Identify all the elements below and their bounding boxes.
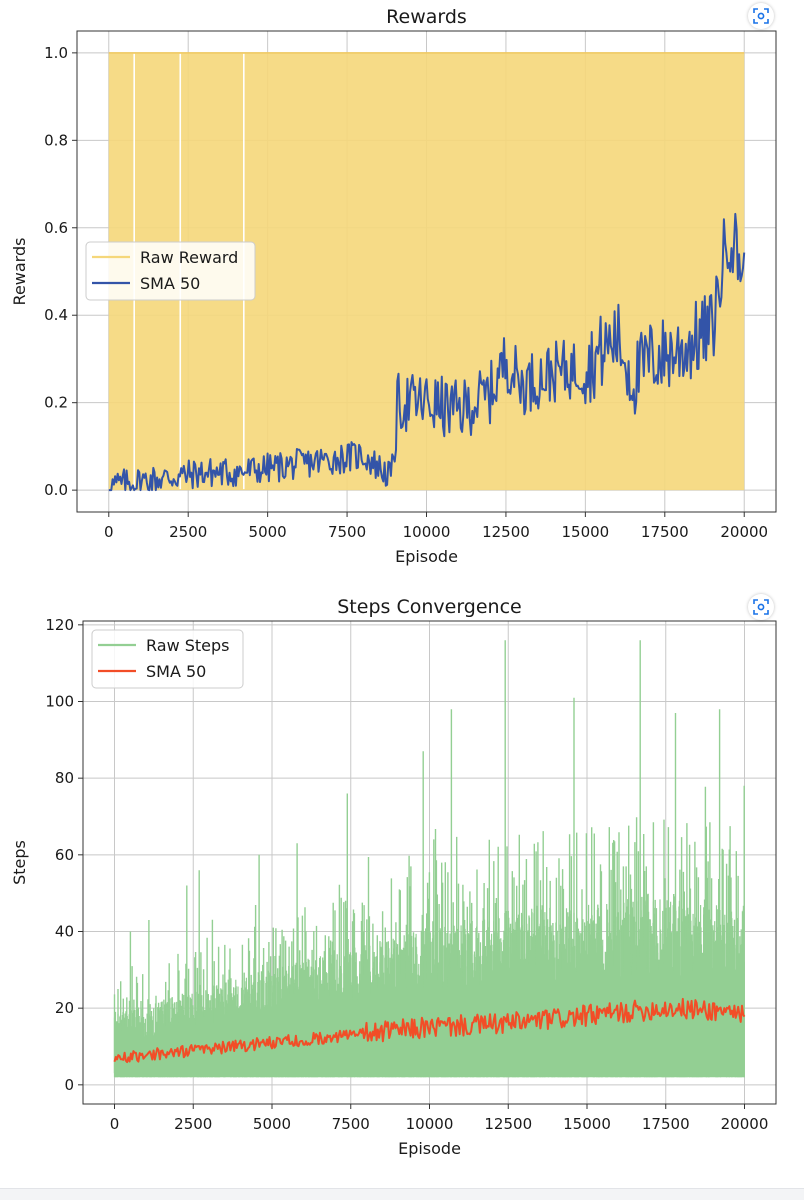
y-tick-label: 0.8 (44, 131, 68, 149)
rewards-chart: 0 2500 5000 7500 10000 12500 15000 17500 20000 0… (10, 6, 777, 566)
sma-50-line (113, 997, 746, 1064)
rewards-x-ticks: 0 2500 5000 7500 10000 12500 15000 17500 20000 (104, 512, 768, 541)
x-tick-label: 12500 (482, 523, 530, 541)
rewards-y-axis-label: Rewards (10, 238, 29, 306)
y-tick-label: 0 (64, 1076, 74, 1094)
bottom-toolbar (0, 1188, 804, 1200)
rewards-title: Rewards (386, 6, 467, 28)
x-tick-label: 2500 (174, 1115, 212, 1133)
y-tick-label: 1.0 (44, 44, 68, 62)
steps-series (113, 640, 746, 1078)
steps-y-ticks: 0 20 40 60 80 100 120 (45, 616, 83, 1094)
rewards-x-axis-label: Episode (395, 547, 458, 566)
x-tick-label: 12500 (484, 1115, 532, 1133)
steps-title: Steps Convergence (337, 596, 521, 618)
steps-x-axis-label: Episode (398, 1139, 461, 1158)
y-tick-label: 0.4 (44, 306, 68, 324)
x-tick-label: 17500 (641, 523, 689, 541)
x-tick-label: 10000 (403, 523, 451, 541)
x-tick-label: 5000 (253, 1115, 291, 1133)
rewards-legend: Raw Reward SMA 50 (85, 241, 256, 301)
steps-x-ticks: 0 2500 5000 7500 10000 12500 15000 17500 20000 (110, 1104, 769, 1133)
rewards-y-ticks: 0.0 0.2 0.4 0.6 0.8 1.0 (44, 44, 77, 499)
legend-label: SMA 50 (146, 662, 206, 681)
x-tick-label: 10000 (406, 1115, 454, 1133)
x-tick-label: 20000 (721, 1115, 769, 1133)
y-tick-label: 0.6 (44, 219, 68, 237)
legend-label: SMA 50 (140, 274, 200, 293)
x-tick-label: 0 (110, 1115, 120, 1133)
x-tick-label: 15000 (562, 523, 610, 541)
x-tick-label: 5000 (249, 523, 287, 541)
x-tick-label: 2500 (169, 523, 207, 541)
legend-label: Raw Steps (146, 636, 230, 655)
y-tick-label: 80 (55, 769, 74, 787)
x-tick-label: 17500 (642, 1115, 690, 1133)
expand-image-button[interactable] (748, 594, 774, 620)
steps-y-axis-label: Steps (10, 840, 29, 885)
x-tick-label: 7500 (332, 1115, 370, 1133)
y-tick-label: 0.0 (44, 481, 68, 499)
x-tick-label: 15000 (563, 1115, 611, 1133)
x-tick-label: 20000 (720, 523, 768, 541)
expand-image-button[interactable] (748, 3, 774, 29)
y-tick-label: 0.2 (44, 394, 68, 412)
legend-label: Raw Reward (140, 248, 238, 267)
steps-legend: Raw Steps SMA 50 (91, 629, 244, 689)
x-tick-label: 7500 (328, 523, 366, 541)
steps-chart: 0 2500 5000 7500 10000 12500 15000 17500 20000 0… (10, 596, 777, 1158)
x-tick-label: 0 (104, 523, 114, 541)
y-tick-label: 60 (55, 846, 74, 864)
sma-50-line (108, 212, 746, 492)
expand-image-icon (753, 8, 769, 24)
y-tick-label: 100 (45, 693, 74, 711)
y-tick-label: 40 (55, 923, 74, 941)
y-tick-label: 20 (55, 999, 74, 1017)
y-tick-label: 120 (45, 616, 74, 634)
expand-image-icon (753, 599, 769, 615)
